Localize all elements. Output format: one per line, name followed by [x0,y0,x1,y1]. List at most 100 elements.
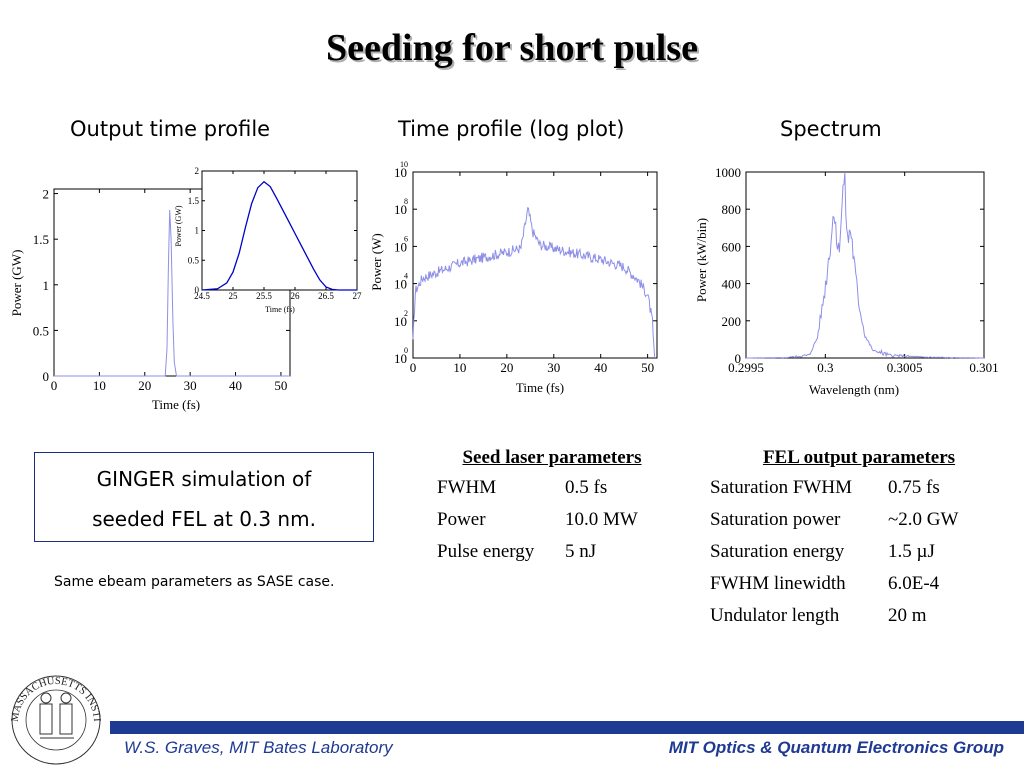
x-ticks: 0 10 20 30 40 50 0 0.5 1 1.5 2 [33,187,290,393]
fel-table-rows: Saturation FWHM 0.75 fs Saturation power ~2… [710,478,990,626]
y-tick-label: 10 [394,165,407,180]
inset-x-axis-label: Time (fs) [265,305,295,314]
param-name: Saturation FWHM [710,477,852,498]
inset-series-line [201,180,357,291]
footer-group: MIT Optics & Quantum Electronics Group [668,738,1004,757]
plot-frame [412,171,658,359]
param-value: 0.5 fs [565,477,608,498]
table-row: Saturation energy 1.5 µJ [710,542,990,562]
x-tick-label: 50 [641,360,654,375]
y-tick-label: 0 [195,285,200,295]
seed-table-rows: FWHM 0.5 fs Power 10.0 MW Pulse energy 5 nJ [437,478,667,562]
inset-frame [201,170,358,291]
param-name: Saturation energy [710,541,845,562]
x-tick-label: 40 [594,360,607,375]
x-tick-label: 0 [51,378,58,393]
series-line [746,171,984,359]
ticks: 0.2995 0.3 0.3005 0.301 0 200 400 600 800 1000 [715,165,999,375]
param-value: 5 nJ [565,541,597,562]
y-tick-label: 1000 [715,165,741,180]
y-tick-label: 0.5 [188,255,200,265]
param-name: FWHM [437,477,497,498]
param-value: 10.0 MW [565,509,638,530]
y-axis-label: Power (kW/bin) [694,218,709,302]
y-tick-exponent: 8 [404,197,408,206]
y-tick-label: 0 [43,369,50,384]
y-axis-label: Power (W) [369,233,384,290]
x-tick-label: 30 [547,360,560,375]
x-tick-label: 27 [353,291,363,301]
x-tick-label: 0 [410,360,417,375]
table-row: Undulator length 20 m [710,606,990,626]
x-tick-label: 26 [291,291,301,301]
inset-ticks: 24.5 25 25.5 26 26.5 27 0 0.5 1 1.5 2 [188,166,362,301]
series-line [54,209,290,377]
x-axis-label: Time (fs) [516,380,564,395]
y-tick-label: 0.5 [33,323,49,338]
y-tick-exponent: 10 [400,160,408,169]
ebeam-note: Same ebeam parameters as SASE case. [54,574,335,590]
y-tick-label: 10 [394,351,407,366]
y-tick-exponent: 0 [404,346,408,355]
y-tick-label: 600 [722,239,742,254]
y-tick-label: 400 [722,277,742,292]
x-tick-label: 26.5 [318,291,334,301]
x-tick-label: 0.3 [817,360,833,375]
y-tick-label: 200 [722,314,742,329]
inset-y-axis-label: Power (GW) [174,205,183,246]
param-value: 1.5 µJ [888,541,935,562]
fel-output-table: FEL output parameters Saturation FWHM 0.7… [710,448,990,638]
heading-log-plot: Time profile (log plot) [398,117,625,141]
x-tick-label: 20 [138,378,151,393]
y-tick-exponent: 6 [404,234,408,243]
y-tick-label: 1.5 [33,232,49,247]
y-tick-label: 800 [722,202,742,217]
param-name: FWHM linewidth [710,573,846,594]
table-row: FWHM 0.5 fs [437,478,667,498]
heading-output-time-profile: Output time profile [70,117,271,141]
x-tick-label: 30 [184,378,197,393]
x-tick-label: 40 [229,378,242,393]
table-row: Saturation FWHM 0.75 fs [710,478,990,498]
series-line [412,206,656,359]
y-axis-label: Power (GW) [9,250,24,317]
footer-rule [110,721,1024,734]
plot-frame [745,171,985,359]
y-tick-label: 10 [394,314,407,329]
x-tick-label: 25 [229,291,239,301]
chart-output-time-inset: 24.5 25 25.5 26 26.5 27 0 0.5 1 1.5 2 Time (fs) Po… [174,166,362,314]
fel-table-title: FEL output parameters [762,447,956,468]
x-tick-label: 50 [274,378,287,393]
x-tick-label: 10 [453,360,466,375]
x-tick-label: 10 [93,378,106,393]
x-tick-label: 24.5 [194,291,210,301]
x-tick-label: 20 [500,360,513,375]
param-name: Undulator length [710,605,840,626]
y-tick-label: 10 [394,239,407,254]
y-tick-exponent: 4 [404,272,408,281]
heading-spectrum: Spectrum [780,117,882,141]
y-tick-exponent: 2 [404,309,408,318]
x-tick-label: 0.3005 [887,360,923,375]
x-tick-label: 25.5 [256,291,272,301]
y-tick-label: 1.5 [188,196,200,206]
y-tick-label: 2 [43,187,50,202]
ginger-line-2: seeded FEL at 0.3 nm. [92,507,316,531]
param-value: 20 m [888,605,927,626]
footer-author: W.S. Graves, MIT Bates Laboratory [124,738,393,757]
seed-laser-table: Seed laser parameters FWHM 0.5 fs Power 10.… [437,448,667,574]
y-tick-label: 10 [394,277,407,292]
y-tick-label: 0 [735,351,742,366]
param-value: ~2.0 GW [888,509,959,530]
table-row: Power 10.0 MW [437,510,667,530]
x-axis-label: Time (fs) [152,397,200,412]
y-tick-label: 1 [43,278,50,293]
seed-table-title: Seed laser parameters [462,447,642,468]
chart-spectrum: 0.2995 0.3 0.3005 0.301 0 200 400 600 800 1000 Wa… [694,165,999,397]
x-axis-label: Wavelength (nm) [809,382,899,397]
table-row: FWHM linewidth 6.0E-4 [710,574,990,594]
table-row: Saturation power ~2.0 GW [710,510,990,530]
